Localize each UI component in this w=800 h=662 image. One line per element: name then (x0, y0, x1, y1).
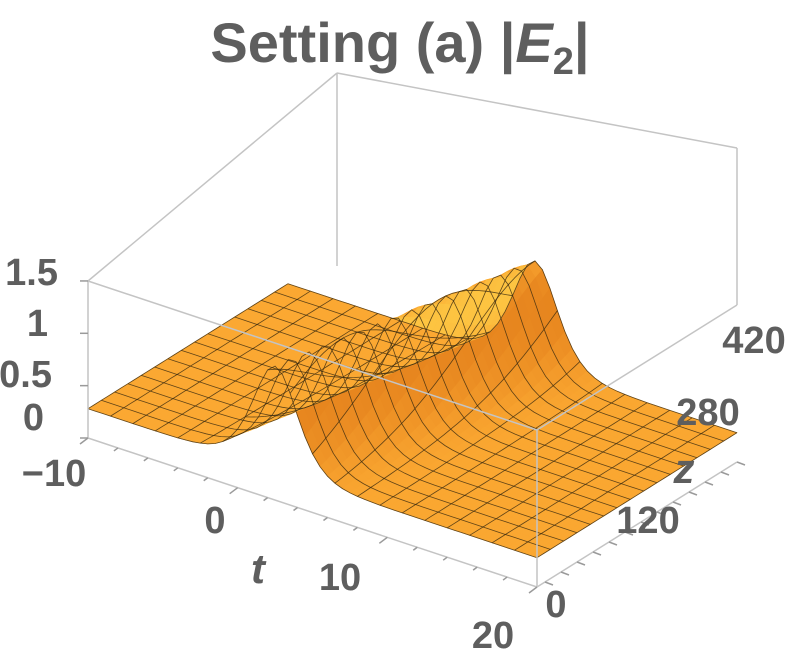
z-tick-mark (672, 501, 682, 506)
mesh-line-z (261, 274, 711, 450)
mesh-line-t (379, 361, 581, 506)
mesh-line-t (491, 417, 693, 544)
mesh-line-t (132, 298, 334, 424)
mesh-line-z (247, 281, 698, 459)
t-tick-0: 0 (204, 500, 225, 542)
mesh-line-t (110, 290, 311, 417)
z-tick-mark (704, 481, 714, 486)
z-tick-mark (736, 461, 746, 466)
mesh-line-t (289, 329, 491, 394)
z-axis-label: z (673, 445, 695, 492)
mesh-line-t (424, 394, 626, 521)
z-tick-1: 1 (27, 303, 48, 345)
zdepth-tick-0: 0 (545, 584, 566, 626)
mesh-line-z (287, 260, 738, 434)
mesh-line-t (87, 283, 289, 410)
t-tick-mark (378, 536, 388, 544)
mesh-line-t (312, 289, 513, 455)
z-tick-mark (608, 541, 618, 546)
mesh-line-t (155, 305, 356, 432)
mesh-line-t (334, 260, 536, 484)
mesh-line-z (207, 303, 658, 484)
mesh-line-z (274, 267, 724, 442)
mesh-line-t (514, 424, 715, 551)
z-tick-mark (720, 471, 730, 476)
mesh-line-z (154, 331, 604, 517)
axis-ticks (79, 280, 746, 594)
t-tick-mark (79, 437, 89, 445)
t-tick-mark (442, 556, 448, 561)
z-tick-mark (656, 511, 666, 516)
z-tick-0: 0 (23, 397, 44, 439)
mesh-line-z (141, 337, 591, 525)
mesh-line-z (234, 288, 684, 467)
t-tick-mark (502, 576, 508, 581)
z-tick-mark (560, 571, 570, 576)
t-tick-mark (323, 516, 328, 522)
mesh-line-t (446, 402, 648, 529)
mesh-line-z (114, 351, 564, 542)
mesh-line-t (245, 334, 446, 418)
mesh-line-t (357, 310, 558, 497)
t-tick-mark (263, 497, 269, 502)
z-tick-mark (624, 531, 634, 536)
t-tick-mark (352, 526, 358, 532)
z-tick-mark (640, 521, 650, 526)
z-tick-mark (592, 551, 602, 556)
t-tick-mark (472, 566, 478, 571)
t-tick-mark (528, 586, 538, 594)
mesh-line-t (200, 320, 401, 444)
mesh-line-z (127, 345, 578, 534)
mesh-line-z (87, 365, 538, 559)
z-tick-mark (576, 561, 586, 566)
t-tick-20: 20 (472, 615, 514, 657)
mesh-line-t (536, 432, 738, 559)
t-tick-mark (293, 506, 298, 512)
zdepth-tick-280: 280 (676, 392, 739, 434)
t-tick-mark (143, 457, 149, 462)
t-tick-mark (412, 546, 418, 551)
t-tick-mark (173, 467, 179, 472)
z-tick-1.5: 1.5 (5, 252, 58, 294)
mesh-line-t (469, 409, 670, 536)
t-tick-neg10: −10 (22, 453, 86, 495)
mesh-line-z (181, 317, 631, 500)
z-tick-mark (544, 581, 554, 586)
z-tick-mark (688, 491, 698, 496)
bounding-box-front (87, 148, 738, 588)
mesh-line-z (194, 309, 644, 492)
bounding-box-back (87, 72, 738, 282)
t-axis-label: t (251, 545, 267, 592)
t-tick-10: 10 (319, 557, 361, 599)
t-tick-mark (203, 477, 209, 482)
mesh-line-t (402, 383, 603, 514)
mesh-line-z (167, 323, 618, 509)
t-tick-mark (229, 487, 239, 495)
chart-title: Setting (a) |E2| (210, 11, 589, 83)
mesh-line-z (101, 359, 551, 550)
z-tick-0.5: 0.5 (0, 354, 52, 396)
zdepth-tick-120: 120 (616, 500, 679, 542)
surface-mesh (87, 260, 738, 559)
t-tick-mark (113, 447, 119, 452)
zdepth-tick-420: 420 (722, 320, 785, 362)
